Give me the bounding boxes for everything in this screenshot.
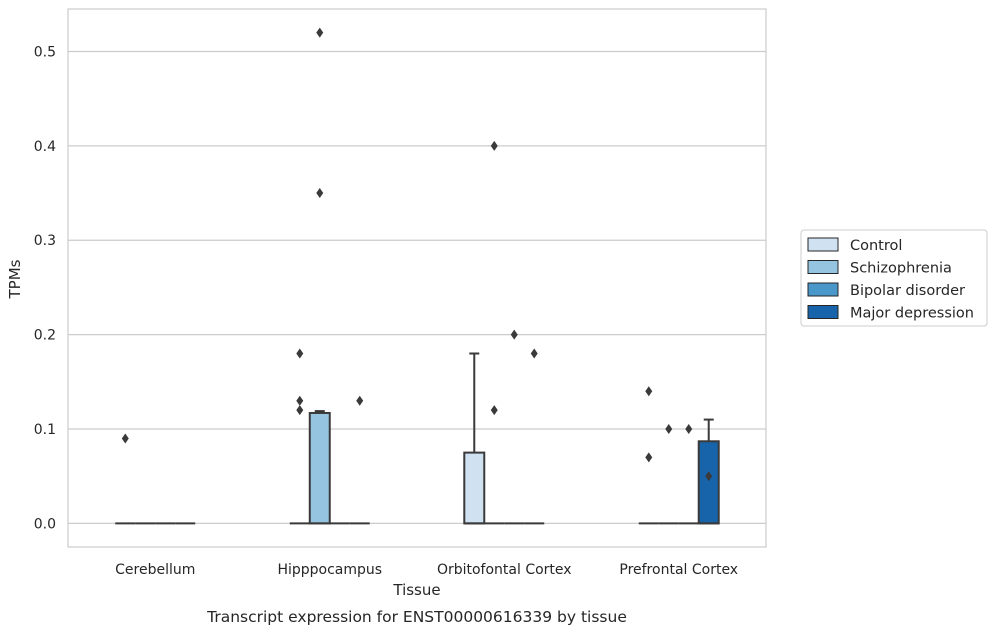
x-tick-label: Orbitofontal Cortex [437, 562, 572, 578]
x-axis-label: Tissue [392, 581, 440, 599]
box-group [484, 140, 505, 525]
outlier-point [296, 405, 304, 416]
legend-swatch [807, 305, 839, 319]
legend-swatch [807, 237, 839, 252]
y-tick-label: 0.1 [34, 422, 56, 438]
y-tick-label: 0.3 [34, 233, 56, 249]
legend-label: Control [850, 238, 902, 254]
legend-label: Bipolar disorder [850, 283, 965, 299]
outlier-point [645, 452, 653, 463]
box [463, 451, 486, 525]
box-layer [115, 27, 720, 525]
x-tick-label: Cerebellum [115, 562, 195, 578]
x-tick-label: Hipppocampus [277, 562, 382, 578]
outlier-point [316, 27, 324, 38]
y-tick-label: 0.0 [34, 516, 56, 532]
outlier-point [356, 395, 364, 406]
box-group [504, 329, 525, 525]
box-group [697, 418, 720, 525]
outlier-point [685, 424, 693, 435]
y-tick-label: 0.5 [34, 44, 56, 60]
box [697, 440, 720, 525]
outlier-point [665, 424, 673, 435]
grid-layer [68, 50, 766, 525]
legend-frame [800, 229, 988, 327]
legend-items: Control Schizophrenia Bipolar disorder Majo… [807, 237, 974, 322]
box-group [658, 424, 679, 525]
box-group [349, 395, 370, 525]
y-axis-label: TPMs [6, 259, 24, 299]
y-tick-label: 0.4 [34, 139, 56, 155]
y-tick-label: 0.2 [34, 328, 56, 344]
x-tick-label: Prefrontal Cortex [619, 562, 738, 578]
box-group [678, 424, 699, 525]
outlier-point [121, 433, 129, 444]
outlier-point [296, 395, 304, 406]
outlier-point [490, 405, 498, 416]
box-group [289, 348, 310, 525]
legend-label: Schizophrenia [850, 261, 952, 277]
box-group [638, 386, 659, 525]
legend-swatch [807, 260, 839, 274]
outlier-point [490, 140, 498, 151]
box-group [115, 433, 136, 525]
outlier-point [645, 386, 653, 397]
outlier-point [530, 348, 538, 359]
box-group [524, 348, 545, 525]
plot-frame [67, 8, 767, 548]
box [308, 411, 331, 525]
box-group [308, 27, 331, 525]
outlier-point [296, 348, 304, 359]
y-tick-labels: 0.0 0.1 0.2 0.3 0.4 0.5 [34, 44, 56, 532]
box-group [463, 352, 486, 525]
outlier-point [705, 471, 713, 482]
outlier-point [510, 329, 518, 340]
legend: Control Schizophrenia Bipolar disorder Majo… [800, 229, 988, 327]
x-tick-labels: Cerebellum Hipppocampus Orbitofontal Corte… [115, 562, 738, 578]
legend-label: Major depression [850, 306, 974, 322]
chart-caption: Transcript expression for ENST0000061633… [206, 608, 627, 626]
legend-swatch [807, 282, 839, 297]
outlier-point [316, 188, 324, 199]
